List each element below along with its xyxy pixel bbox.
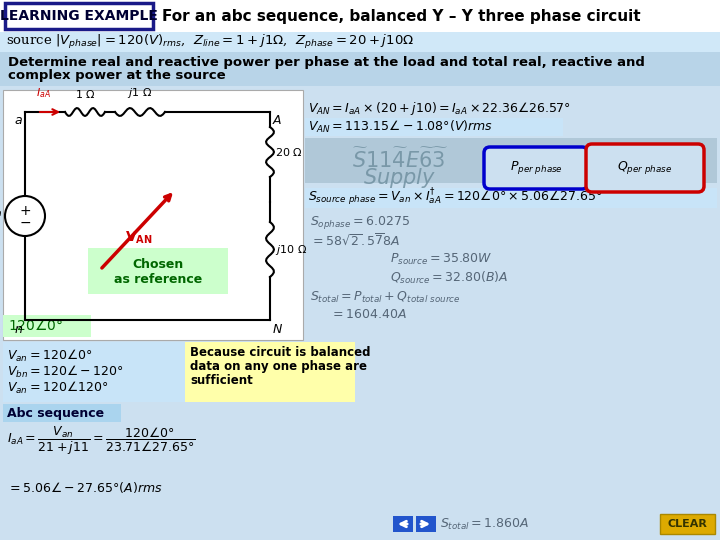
FancyBboxPatch shape	[0, 86, 720, 540]
FancyBboxPatch shape	[305, 90, 717, 185]
Text: $S_{ophase}=6.0275$: $S_{ophase}=6.0275$	[310, 214, 410, 231]
Text: $j10\ \Omega$: $j10\ \Omega$	[275, 243, 307, 257]
Text: Because circuit is balanced: Because circuit is balanced	[190, 346, 371, 359]
FancyBboxPatch shape	[484, 147, 588, 189]
FancyBboxPatch shape	[0, 0, 720, 32]
Text: $a$: $a$	[14, 114, 23, 127]
Text: $1\ \Omega$: $1\ \Omega$	[75, 88, 95, 100]
FancyBboxPatch shape	[3, 342, 185, 402]
Text: $I_{aA} = \dfrac{V_{an}}{21+j11} = \dfrac{120\angle 0°}{23.71\angle 27.65°}$: $I_{aA} = \dfrac{V_{an}}{21+j11} = \dfra…	[7, 425, 195, 457]
FancyBboxPatch shape	[3, 422, 303, 502]
FancyBboxPatch shape	[0, 32, 720, 52]
FancyBboxPatch shape	[305, 188, 717, 208]
Text: $P_{source}=35.80W$: $P_{source}=35.80W$	[390, 252, 492, 267]
FancyBboxPatch shape	[660, 514, 715, 534]
Text: sufficient: sufficient	[190, 374, 253, 387]
Text: $V_{an}$: $V_{an}$	[0, 204, 3, 219]
Text: $I_{aA}$: $I_{aA}$	[35, 86, 50, 100]
Text: −: −	[19, 216, 31, 230]
Text: Determine real and reactive power per phase at the load and total real, reactive: Determine real and reactive power per ph…	[8, 56, 645, 69]
Text: For an abc sequence, balanced Y – Y three phase circuit: For an abc sequence, balanced Y – Y thre…	[162, 9, 641, 24]
Text: $\mathbf{V_{AN}}$: $\mathbf{V_{AN}}$	[125, 230, 153, 246]
Text: $= 58\sqrt{2}.5\overline{7}8A$: $= 58\sqrt{2}.5\overline{7}8A$	[310, 232, 400, 247]
Text: $n$: $n$	[14, 323, 23, 336]
Text: $V_{AN} = 113.15\angle -1.08°(V)rms$: $V_{AN} = 113.15\angle -1.08°(V)rms$	[308, 119, 493, 135]
Text: Chosen
as reference: Chosen as reference	[114, 258, 202, 286]
FancyBboxPatch shape	[305, 118, 563, 136]
Text: $N$: $N$	[272, 323, 283, 336]
Text: $V_{AN} = I_{aA}\times(20+j10) = I_{aA}\times 22.36\angle 26.57°$: $V_{AN} = I_{aA}\times(20+j10) = I_{aA}\…	[308, 100, 571, 117]
Text: $120\angle 0°$: $120\angle 0°$	[8, 319, 63, 334]
Text: $= 5.06\angle -27.65°(A)rms$: $= 5.06\angle -27.65°(A)rms$	[7, 480, 163, 495]
Text: $V_{an} = 120\angle 120°$: $V_{an} = 120\angle 120°$	[7, 380, 108, 396]
Text: $j1\ \Omega$: $j1\ \Omega$	[127, 86, 153, 100]
Text: $\widetilde{S}\mathit{11}\widetilde{4}\mathit{E}\widetilde{6}\widetilde{3}$: $\widetilde{S}\mathit{11}\widetilde{4}\m…	[352, 148, 448, 172]
Text: $A$: $A$	[272, 114, 282, 127]
Text: CLEAR: CLEAR	[667, 519, 707, 529]
Text: $P_{per\ phase}$: $P_{per\ phase}$	[510, 159, 562, 177]
Text: $V_{bn} = 120\angle -120°$: $V_{bn} = 120\angle -120°$	[7, 364, 124, 380]
Text: $S_{total}=P_{total}+Q_{total\ source}$: $S_{total}=P_{total}+Q_{total\ source}$	[310, 290, 460, 305]
Text: $V_{an} = 120\angle 0°$: $V_{an} = 120\angle 0°$	[7, 348, 92, 364]
FancyBboxPatch shape	[0, 52, 720, 86]
FancyBboxPatch shape	[3, 90, 303, 340]
Text: $S_{total}=1.860A$: $S_{total}=1.860A$	[440, 516, 528, 531]
Text: $Q_{source}=32.80(B)A$: $Q_{source}=32.80(B)A$	[390, 270, 508, 286]
FancyBboxPatch shape	[5, 3, 153, 29]
Text: data on any one phase are: data on any one phase are	[190, 360, 367, 373]
FancyBboxPatch shape	[88, 248, 228, 294]
Text: $20\ \Omega$: $20\ \Omega$	[275, 146, 303, 158]
Text: Abc sequence: Abc sequence	[7, 407, 104, 420]
Text: LEARNING EXAMPLE: LEARNING EXAMPLE	[0, 9, 158, 23]
Circle shape	[5, 196, 45, 236]
Text: $\mathit{Supply}$: $\mathit{Supply}$	[364, 166, 437, 190]
Text: $S_{source\ phase} = V_{an}\times I_{aA}^{\dagger} = 120\angle 0°\times 5.06\ang: $S_{source\ phase} = V_{an}\times I_{aA}…	[308, 187, 603, 207]
FancyBboxPatch shape	[3, 315, 91, 337]
Text: $= 1604.40A$: $= 1604.40A$	[330, 308, 407, 321]
FancyBboxPatch shape	[305, 210, 717, 495]
Text: complex power at the source: complex power at the source	[8, 69, 225, 82]
FancyBboxPatch shape	[586, 144, 704, 192]
FancyBboxPatch shape	[305, 138, 717, 183]
FancyBboxPatch shape	[393, 516, 413, 532]
Text: +: +	[19, 204, 31, 218]
FancyBboxPatch shape	[3, 404, 121, 422]
FancyBboxPatch shape	[416, 516, 436, 532]
Text: $Q_{per\ phase}$: $Q_{per\ phase}$	[617, 159, 672, 177]
FancyBboxPatch shape	[185, 342, 355, 402]
Text: source $|V_{phase}|=120(V)_{rms}$,  $Z_{line}=1+j1\Omega$,  $Z_{phase}=20+j10\Om: source $|V_{phase}|=120(V)_{rms}$, $Z_{l…	[6, 33, 414, 51]
